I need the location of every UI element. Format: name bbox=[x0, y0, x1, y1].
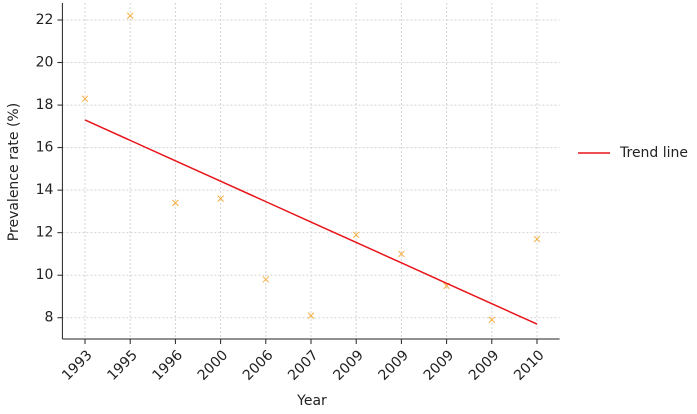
x-tick-label: 1995 bbox=[104, 347, 141, 384]
y-tick-label: 18 bbox=[36, 97, 54, 113]
x-axis-title: Year bbox=[296, 393, 327, 409]
point bbox=[352, 231, 360, 239]
trend-line bbox=[84, 119, 538, 325]
point bbox=[126, 12, 134, 20]
point bbox=[262, 276, 270, 283]
x-tick-label: 1996 bbox=[150, 347, 187, 384]
x-tick-label: 2000 bbox=[195, 347, 232, 384]
point bbox=[217, 195, 224, 202]
y-tick-label: 10 bbox=[36, 267, 54, 283]
point bbox=[307, 312, 315, 319]
y-tick-label: 20 bbox=[36, 55, 54, 71]
y-tick-label: 8 bbox=[44, 310, 53, 326]
x-tick-label: 2009 bbox=[421, 347, 458, 384]
y-axis-title: Prevalence rate (%) bbox=[6, 103, 22, 241]
point bbox=[172, 199, 179, 207]
y-tick-label: 12 bbox=[36, 225, 54, 241]
y-tick-label: 14 bbox=[36, 182, 54, 198]
x-tick-label: 2010 bbox=[511, 347, 548, 384]
point bbox=[488, 316, 496, 324]
y-tick-label: 16 bbox=[36, 140, 54, 156]
x-tick-label: 2009 bbox=[376, 347, 413, 384]
legend-label: Trend line bbox=[619, 145, 688, 161]
point bbox=[533, 235, 541, 243]
x-tick-label: 2006 bbox=[240, 347, 277, 384]
x-tick-label: 2007 bbox=[285, 347, 322, 384]
y-tick-label: 22 bbox=[36, 12, 54, 28]
x-tick-label: 1993 bbox=[59, 347, 96, 384]
x-tick-label: 2009 bbox=[330, 347, 367, 384]
point bbox=[81, 95, 89, 103]
x-tick-label: 2009 bbox=[466, 347, 503, 384]
point bbox=[398, 250, 405, 258]
